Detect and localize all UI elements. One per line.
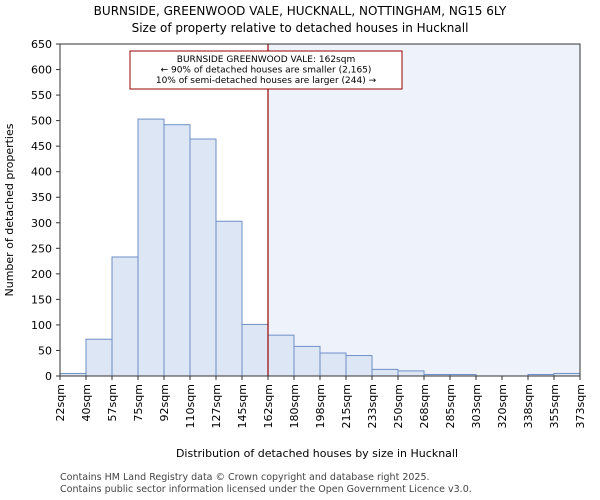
y-tick-450: 450	[31, 140, 52, 153]
x-tick-22sqm: 22sqm	[54, 384, 67, 421]
x-tick-145sqm: 145sqm	[236, 384, 249, 428]
x-tick-40sqm: 40sqm	[80, 384, 93, 421]
bar-127sqm	[215, 220, 243, 377]
ticks-group: 0 50 100 150 200 250 300 350 400 450 500 550 600 650 2…	[31, 38, 587, 428]
bar-57sqm	[111, 256, 139, 377]
y-tick-600: 600	[31, 64, 52, 77]
chart-title-line2: Size of property relative to detached ho…	[132, 21, 469, 35]
x-axis-label: Distribution of detached houses by size …	[176, 447, 458, 460]
x-tick-92sqm: 92sqm	[158, 384, 171, 421]
x-tick-110sqm: 110sqm	[184, 384, 197, 428]
y-tick-50: 50	[38, 344, 52, 357]
x-tick-75sqm: 75sqm	[132, 384, 145, 421]
x-tick-162sqm: 162sqm	[262, 384, 275, 428]
x-tick-373sqm: 373sqm	[574, 384, 587, 428]
y-tick-100: 100	[31, 319, 52, 332]
x-tick-57sqm: 57sqm	[106, 384, 119, 421]
x-tick-127sqm: 127sqm	[210, 384, 223, 428]
y-tick-650: 650	[31, 38, 52, 51]
bar-215sqm	[345, 355, 373, 377]
x-tick-285sqm: 285sqm	[444, 384, 457, 428]
bar-250sqm	[397, 370, 425, 377]
x-tick-233sqm: 233sqm	[366, 384, 379, 428]
highlight-region	[268, 44, 580, 376]
bar-180sqm	[293, 345, 321, 377]
x-tick-338sqm: 338sqm	[522, 384, 535, 428]
annotation-line1: BURNSIDE GREENWOOD VALE: 162sqm	[177, 55, 355, 65]
bar-75sqm	[137, 118, 165, 377]
y-axis-label: Number of detached properties	[3, 123, 16, 296]
annotation-line3: 10% of semi-detached houses are larger (…	[156, 76, 377, 86]
footer-line2: Contains public sector information licen…	[60, 484, 472, 495]
x-tick-355sqm: 355sqm	[548, 384, 561, 428]
bar-198sqm	[319, 352, 347, 377]
y-tick-350: 350	[31, 191, 52, 204]
y-tick-250: 250	[31, 242, 52, 255]
bar-40sqm	[85, 338, 113, 377]
x-tick-198sqm: 198sqm	[314, 384, 327, 428]
x-tick-215sqm: 215sqm	[340, 384, 353, 428]
y-tick-200: 200	[31, 268, 52, 281]
y-tick-400: 400	[31, 166, 52, 179]
chart-title-line1: BURNSIDE, GREENWOOD VALE, HUCKNALL, NOTT…	[94, 4, 507, 18]
x-tick-303sqm: 303sqm	[470, 384, 483, 428]
y-tick-500: 500	[31, 115, 52, 128]
y-tick-150: 150	[31, 293, 52, 306]
footer-line1: Contains HM Land Registry data © Crown c…	[60, 472, 430, 483]
bar-162sqm	[267, 334, 295, 377]
x-tick-180sqm: 180sqm	[288, 384, 301, 428]
y-tick-300: 300	[31, 217, 52, 230]
y-tick-0: 0	[45, 370, 52, 383]
annotation-box: BURNSIDE GREENWOOD VALE: 162sqm ← 90% of…	[129, 50, 403, 90]
bar-110sqm	[189, 138, 217, 377]
y-tick-550: 550	[31, 89, 52, 102]
bar-92sqm	[163, 124, 191, 377]
x-tick-320sqm: 320sqm	[496, 384, 509, 428]
bar-233sqm	[371, 368, 399, 377]
annotation-frame	[129, 50, 403, 90]
x-tick-250sqm: 250sqm	[392, 384, 405, 428]
x-tick-268sqm: 268sqm	[418, 384, 431, 428]
bar-145sqm	[241, 323, 269, 377]
annotation-line2: ← 90% of detached houses are smaller (2,…	[161, 66, 372, 76]
bars-group	[59, 118, 581, 377]
